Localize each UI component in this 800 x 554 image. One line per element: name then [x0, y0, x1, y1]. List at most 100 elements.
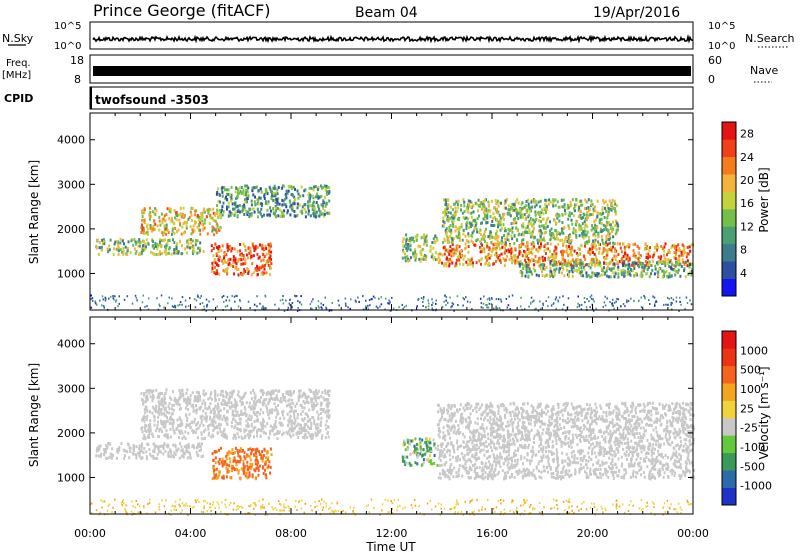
power-cell-region-5	[470, 258, 473, 262]
power-cell-region-6	[465, 227, 468, 231]
power-cell-region-5	[497, 244, 500, 248]
power-cell-region-3	[247, 210, 250, 214]
power-cell-region-6	[598, 221, 601, 225]
power-cell-region-5	[576, 261, 579, 265]
power-cell-near-range	[317, 305, 320, 308]
power-cell-near-range	[603, 301, 606, 304]
power-cell-region-6	[501, 236, 504, 240]
power-cell-region-6	[447, 218, 450, 222]
power-cell-region-5	[437, 252, 440, 256]
velocity-cell-region-1	[294, 418, 297, 422]
power-cell-region-0	[144, 243, 147, 247]
power-cell-region-6	[526, 225, 529, 228]
power-cell-region-6	[534, 205, 536, 209]
velocity-cell-region-2	[261, 459, 264, 463]
power-cell-region-6	[514, 207, 517, 211]
power-cell-region-5	[479, 245, 481, 249]
power-cell-region-2	[257, 256, 260, 260]
power-cell-region-7	[585, 274, 588, 278]
power-cell-region-3	[282, 184, 285, 188]
velocity-cell-region-2	[246, 476, 249, 480]
velocity-cell-region-2	[256, 463, 259, 467]
velocity-cell-region-1	[183, 435, 186, 439]
power-cell-region-6	[538, 229, 540, 233]
power-cell-region-1	[195, 209, 198, 213]
power-cell-region-6	[605, 210, 608, 214]
power-cell-region-6	[442, 241, 444, 245]
power-cell-region-5	[459, 262, 461, 266]
power-cell-region-4	[409, 248, 412, 252]
power-cell-near-range	[593, 300, 595, 303]
power-cell-region-6	[484, 218, 487, 222]
power-cell-region-2	[234, 258, 237, 262]
power-cell-region-1	[158, 219, 161, 223]
power-cell-region-7	[634, 272, 637, 275]
power-cell-region-5	[657, 246, 660, 250]
power-cell-region-3	[221, 213, 224, 217]
power-cell-region-7	[591, 273, 594, 277]
power-cell-region-2	[226, 272, 229, 276]
power-cell-region-5	[443, 262, 446, 266]
power-cell-region-3	[312, 188, 315, 192]
power-cell-region-6	[467, 211, 470, 215]
power-cell-region-3	[237, 188, 240, 192]
power-cell-region-6	[519, 208, 522, 212]
power-cell-region-7	[561, 262, 564, 266]
power-cell-region-3	[315, 210, 318, 214]
power-cell-region-2	[218, 258, 221, 262]
power-cell-region-5	[503, 264, 506, 268]
power-cell-region-6	[563, 203, 566, 207]
power-cell-region-0	[140, 252, 143, 256]
power-cell-region-7	[567, 264, 570, 268]
velocity-cell-region-2	[219, 446, 222, 450]
power-cell-region-6	[545, 218, 548, 222]
power-cell-region-6	[480, 221, 482, 225]
colorbar-swatch	[722, 209, 736, 227]
velocity-cell-region-2	[242, 459, 245, 463]
velocity-cell-region-1	[297, 436, 300, 439]
power-cell-region-6	[474, 201, 477, 205]
velocity-cell-region-0	[124, 454, 126, 457]
power-cell-region-6	[517, 217, 520, 221]
power-cell-region-5	[475, 261, 478, 265]
power-cell-region-1	[165, 223, 168, 227]
power-cell-region-3	[259, 210, 262, 214]
power-cell-near-range	[589, 296, 592, 298]
power-cell-near-range	[417, 298, 419, 301]
power-cell-region-5	[553, 257, 556, 261]
velocity-cell-region-1	[197, 436, 199, 440]
power-cell-region-7	[622, 268, 625, 272]
velocity-cell-region-1	[249, 406, 252, 410]
power-cell-near-range	[147, 308, 150, 311]
power-cell-region-5	[584, 244, 586, 248]
power-cell-region-6	[472, 218, 475, 222]
power-cell-region-6	[520, 233, 523, 237]
power-cell-region-6	[533, 198, 536, 202]
power-cell-region-4	[431, 241, 434, 244]
power-cell-region-5	[598, 247, 601, 251]
power-cell-region-6	[465, 224, 468, 228]
velocity-cell-region-0	[128, 456, 131, 460]
freq-tick-low: 8	[74, 73, 81, 86]
power-cell-region-5	[595, 261, 598, 265]
velocity-cell-region-0	[138, 453, 141, 457]
velocity-cell-region-1	[257, 410, 260, 414]
power-cell-region-6	[468, 221, 471, 225]
power-cell-region-0	[166, 252, 169, 256]
velocity-cell-region-1	[181, 436, 184, 440]
power-cell-region-5	[457, 255, 460, 258]
velocity-cell-region-1	[254, 404, 257, 408]
power-cell-region-6	[454, 213, 457, 217]
power-cell-region-6	[514, 216, 517, 220]
velocity-cell-region-1	[317, 396, 320, 400]
velocity-cell-region-1	[169, 427, 172, 431]
velocity-cell-region-1	[286, 432, 289, 436]
power-cell-region-5	[484, 262, 487, 266]
power-cell-region-7	[587, 274, 590, 277]
power-cell-region-6	[549, 200, 552, 204]
power-cell-region-7	[571, 274, 574, 278]
power-cell-region-6	[556, 200, 559, 204]
power-cell-region-5	[664, 259, 667, 263]
power-cell-region-6	[562, 198, 565, 202]
velocity-cell-region-1	[171, 404, 174, 407]
